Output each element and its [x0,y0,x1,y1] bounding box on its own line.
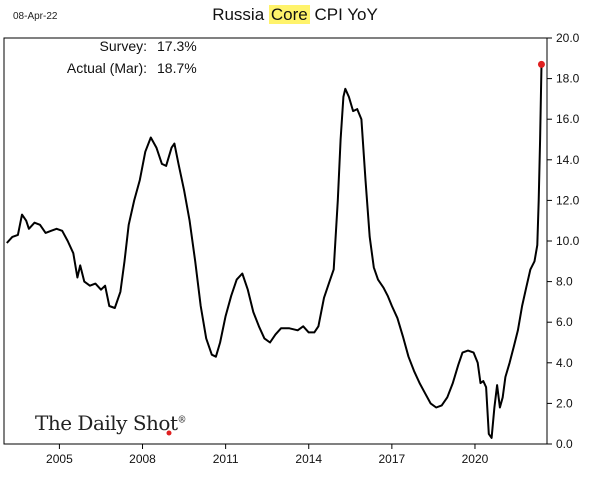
x-tick-label: 2014 [295,452,322,466]
x-tick-label: 2020 [462,452,489,466]
annotation-value: 18.7% [157,60,197,76]
series-line [6,64,543,439]
annotation-actual: Actual (Mar): 18.7% [44,60,197,76]
y-tick-label: 20.0 [556,31,580,45]
x-tick-label: 2011 [213,452,239,466]
x-tick-label: 2005 [46,452,73,466]
y-tick-label: 4.0 [556,356,573,370]
y-tick-label: 2.0 [556,396,573,410]
annotation-value: 17.3% [157,38,197,54]
y-tick-label: 10.0 [556,234,580,248]
chart-title: Russia Core CPI YoY [0,5,590,25]
title-highlight: Core [268,5,310,24]
y-axis: 0.0 2.0 4.0 6.0 8.0 10.0 12.0 14.0 16.0 18.0 20.0 [547,31,580,451]
annotation-label: Survey: [99,38,147,54]
y-tick-label: 16.0 [556,112,580,126]
brand-dot [166,430,172,436]
x-axis: 2005 2008 2011 2014 2017 2020 [46,444,489,466]
title-suffix: CPI YoY [309,5,378,24]
brand-name: The Daily Shot [35,411,178,435]
title-prefix: Russia [212,5,269,24]
y-tick-label: 0.0 [556,437,573,451]
annotation-survey: Survey: 17.3% [57,38,197,54]
y-tick-label: 6.0 [556,315,573,329]
plot-frame [3,37,548,445]
x-tick-label: 2017 [379,452,406,466]
x-tick-label: 2008 [129,452,156,466]
y-tick-label: 14.0 [556,153,580,167]
y-tick-label: 12.0 [556,193,580,207]
date-label: 08-Apr-22 [13,11,58,22]
annotation-label: Actual (Mar): [66,60,147,76]
endpoint-dot [537,60,545,68]
brand-logo: The Daily Shot® [35,411,186,435]
y-tick-label: 18.0 [556,72,580,86]
y-tick-label: 8.0 [556,275,573,289]
brand-mark: ® [177,415,186,426]
